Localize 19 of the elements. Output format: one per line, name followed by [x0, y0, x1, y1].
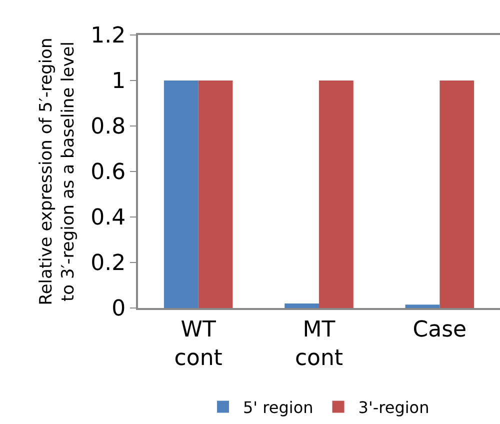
- y-tick-label: 0: [112, 296, 126, 322]
- bar: [284, 303, 319, 308]
- y-tick-label: 0.2: [90, 251, 126, 276]
- bar: [198, 80, 233, 308]
- y-tick-label: 0.4: [90, 206, 126, 231]
- legend-label: 5' region: [243, 398, 314, 418]
- x-tick-label: MT cont: [294, 317, 344, 371]
- bar: [405, 304, 440, 308]
- bar: [164, 80, 198, 308]
- y-tick-label: 1: [112, 69, 126, 94]
- legend-label: 3'-region: [358, 398, 430, 418]
- y-tick-label: 1.2: [90, 24, 126, 49]
- y-tick-label: 0.8: [90, 114, 126, 140]
- bar: [319, 80, 354, 308]
- y-tick-label: 0.6: [90, 160, 126, 186]
- y-axis-title: Relative expression of 5′-region to 3′-region as a baseline level: [36, 38, 79, 306]
- bar: [440, 80, 474, 308]
- x-tick-label: Case: [412, 317, 467, 342]
- x-tick-label: WT cont: [174, 317, 223, 371]
